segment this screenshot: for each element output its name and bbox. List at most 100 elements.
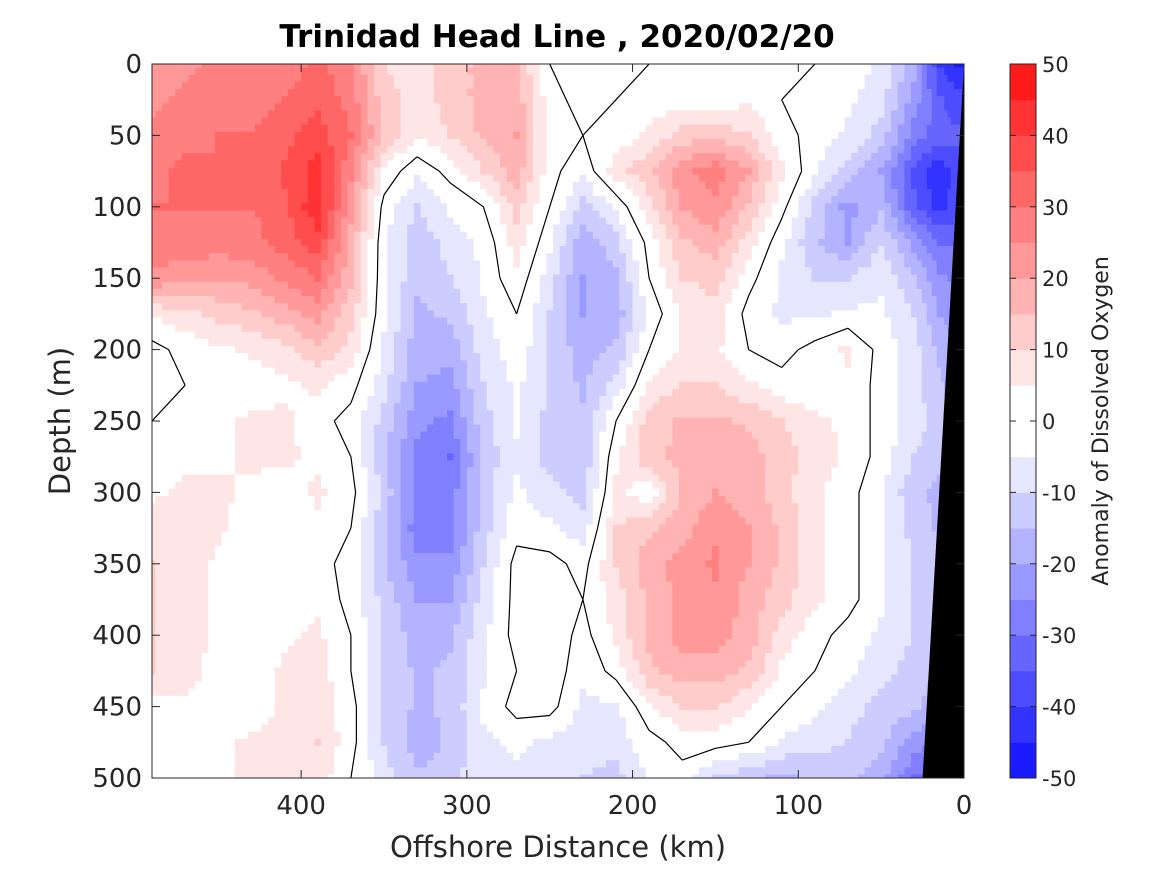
heatmap-cell [420, 174, 428, 183]
heatmap-cell [566, 324, 574, 333]
heatmap-cell [466, 224, 475, 233]
heatmap-cell [241, 253, 249, 261]
heatmap-cell [393, 131, 402, 140]
heatmap-cell [274, 203, 282, 211]
heatmap-cell [519, 310, 528, 319]
heatmap-cell [553, 103, 561, 112]
heatmap-cell [871, 96, 879, 104]
heatmap-cell [208, 64, 216, 69]
heatmap-cell [904, 274, 912, 283]
heatmap-cell [400, 267, 408, 276]
heatmap-cell [513, 146, 521, 154]
heatmap-cell [261, 196, 269, 204]
heatmap-cell [824, 238, 833, 247]
heatmap-cell [798, 246, 806, 254]
heatmap-cell [950, 188, 955, 197]
heatmap-cell [904, 281, 912, 290]
heatmap-cell [705, 67, 713, 76]
heatmap-cell [559, 146, 567, 154]
heatmap-cell [936, 231, 942, 240]
heatmap-cell [791, 331, 799, 340]
heatmap-cell [712, 131, 720, 140]
heatmap-cell [831, 260, 839, 269]
heatmap-cell [281, 210, 289, 219]
heatmap-cell [433, 210, 441, 219]
heatmap-cell [665, 267, 673, 276]
heatmap-cell [884, 110, 892, 119]
heatmap-cell [453, 117, 461, 126]
heatmap-cell [771, 253, 779, 261]
heatmap-cell [698, 153, 707, 161]
heatmap-cell [480, 160, 488, 169]
heatmap-cell [513, 67, 521, 76]
heatmap-cell [208, 131, 216, 140]
heatmap-cell [321, 281, 329, 290]
heatmap-cell [732, 181, 740, 190]
heatmap-cell [838, 88, 846, 97]
heatmap-cell [360, 188, 369, 197]
heatmap-cell [155, 296, 163, 304]
heatmap-cell [944, 253, 949, 261]
heatmap-cell [831, 303, 839, 311]
heatmap-cell [705, 167, 713, 176]
heatmap-cell [804, 88, 813, 97]
heatmap-cell [519, 110, 528, 119]
heatmap-cell [771, 131, 779, 140]
heatmap-cell [281, 303, 289, 311]
heatmap-cell [208, 303, 216, 311]
heatmap-cell [440, 131, 448, 140]
heatmap-cell [665, 196, 673, 204]
heatmap-cell [685, 274, 693, 283]
heatmap-cell [871, 181, 879, 190]
heatmap-cell [152, 138, 156, 147]
heatmap-cell [314, 288, 322, 297]
heatmap-cell [572, 146, 581, 154]
heatmap-cell [466, 181, 475, 190]
heatmap-cell [519, 317, 528, 326]
heatmap-cell [188, 246, 196, 254]
heatmap-cell [947, 160, 952, 169]
heatmap-cell [765, 331, 773, 340]
heatmap-cell [195, 74, 203, 83]
heatmap-cell [678, 153, 687, 161]
heatmap-cell [380, 74, 388, 83]
heatmap-cell [513, 181, 521, 190]
heatmap-cell [926, 188, 933, 197]
heatmap-cell [910, 153, 918, 161]
heatmap-cell [659, 217, 667, 226]
heatmap-cell [940, 64, 945, 69]
heatmap-cell [566, 288, 574, 297]
heatmap-cell [307, 260, 315, 269]
heatmap-cell [201, 131, 209, 140]
heatmap-cell [493, 124, 501, 133]
heatmap-cell [838, 281, 846, 290]
heatmap-cell [453, 124, 461, 133]
heatmap-cell [314, 281, 322, 290]
heatmap-cell [738, 181, 746, 190]
heatmap-cell [877, 74, 886, 83]
heatmap-cell [877, 146, 886, 154]
heatmap-cell [705, 117, 713, 126]
heatmap-cell [480, 196, 488, 204]
heatmap-cell [659, 260, 667, 269]
heatmap-cell [440, 138, 448, 147]
heatmap-cell [765, 160, 773, 169]
heatmap-cell [745, 181, 753, 190]
heatmap-cell [553, 110, 561, 119]
heatmap-cell [553, 281, 561, 290]
heatmap-cell [639, 253, 647, 261]
heatmap-cell [314, 131, 322, 140]
heatmap-cell [606, 64, 614, 69]
heatmap-cell [944, 231, 949, 240]
heatmap-cell [268, 74, 276, 83]
heatmap-cell [586, 160, 594, 169]
heatmap-cell [506, 338, 514, 347]
heatmap-cell [947, 103, 952, 112]
heatmap-cell [572, 246, 581, 254]
heatmap-cell [334, 224, 342, 233]
heatmap-cell [765, 203, 773, 211]
heatmap-cell [897, 67, 905, 76]
heatmap-cell [480, 188, 488, 197]
heatmap-cell [367, 296, 375, 304]
heatmap-cell [287, 324, 296, 333]
